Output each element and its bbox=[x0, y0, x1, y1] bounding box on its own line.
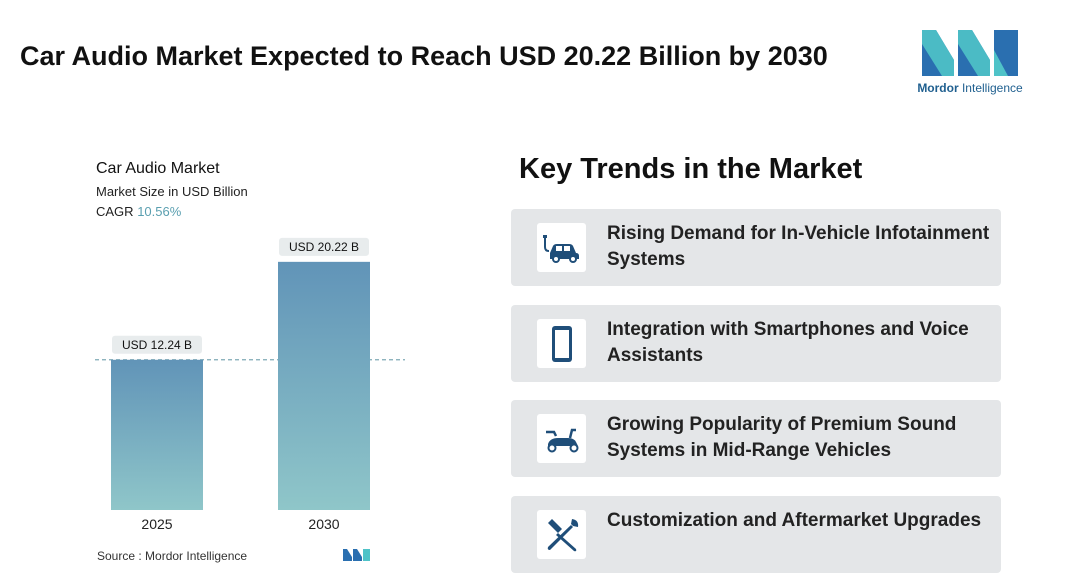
source-logo-icon bbox=[343, 549, 370, 561]
trend-card: Rising Demand for In-Vehicle Infotainmen… bbox=[511, 209, 1001, 286]
mordor-logo: Mordor Intelligence bbox=[910, 26, 1030, 98]
key-trends-title: Key Trends in the Market bbox=[519, 153, 863, 185]
cagr-label: CAGR bbox=[96, 204, 134, 219]
trend-label: Growing Popularity of Premium Sound Syst… bbox=[607, 414, 957, 461]
mordor-logo-mark-icon bbox=[922, 30, 1018, 76]
chart-title: Car Audio Market bbox=[96, 160, 220, 177]
cagr-value: 10.56% bbox=[137, 204, 182, 219]
wrench-screwdriver-icon bbox=[547, 518, 578, 551]
smartphone-icon bbox=[551, 325, 572, 362]
chart-subtitle: Market Size in USD Billion bbox=[96, 184, 248, 199]
bar-2030 bbox=[278, 261, 370, 510]
trend-card: Customization and Aftermarket Upgrades bbox=[511, 496, 1001, 573]
data-label: USD 12.24 B bbox=[122, 338, 192, 352]
chart-source: Source : Mordor Intelligence bbox=[97, 549, 248, 563]
data-label: USD 20.22 B bbox=[289, 240, 359, 254]
logo-wordmark: Mordor Intelligence bbox=[917, 81, 1023, 95]
data-label-bg bbox=[279, 237, 369, 256]
trend-label: Customization and Aftermarket Upgrades bbox=[607, 510, 982, 531]
trend-label: Integration with Smartphones and Voice A… bbox=[607, 319, 969, 366]
page-title: Car Audio Market Expected to Reach USD 2… bbox=[20, 41, 828, 71]
x-tick-label: 2025 bbox=[141, 516, 172, 532]
electric-car-icon bbox=[542, 234, 579, 263]
trend-label: Rising Demand for In-Vehicle Infotainmen… bbox=[607, 223, 990, 270]
chart-cagr: CAGR 10.56% bbox=[96, 204, 181, 219]
scooter-icon bbox=[545, 428, 578, 452]
trend-card: Integration with Smartphones and Voice A… bbox=[511, 305, 1001, 382]
bar-2025 bbox=[111, 359, 203, 510]
trend-card: Growing Popularity of Premium Sound Syst… bbox=[511, 400, 1001, 477]
x-tick-label: 2030 bbox=[308, 516, 339, 532]
data-label-bg bbox=[112, 335, 202, 354]
